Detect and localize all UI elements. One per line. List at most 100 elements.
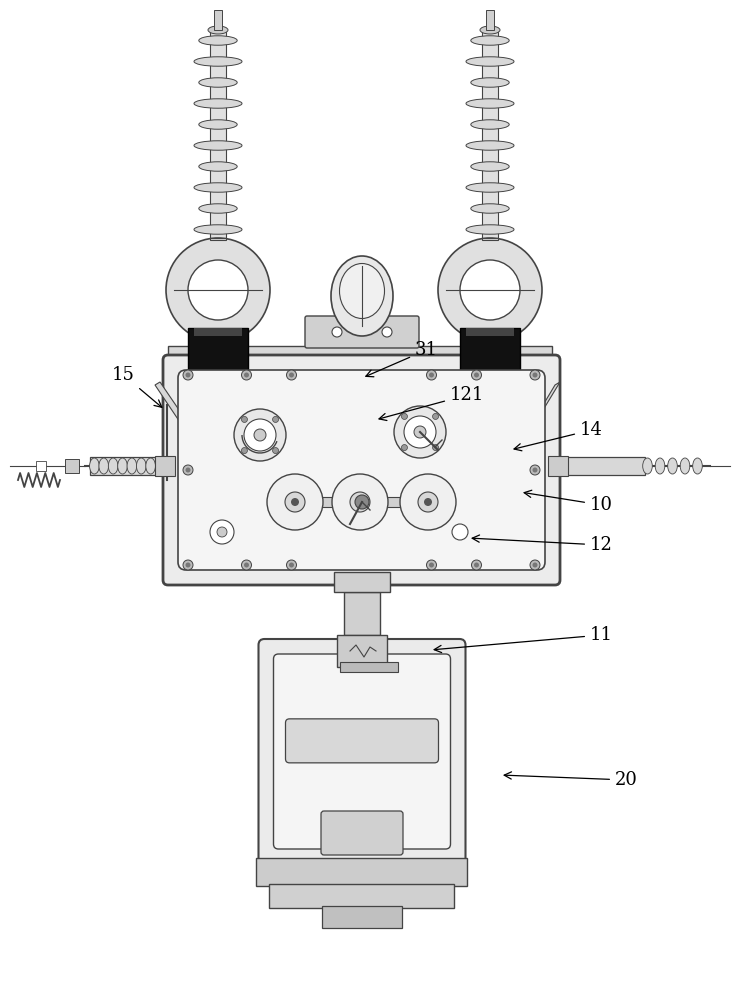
Ellipse shape [480, 26, 500, 34]
Ellipse shape [199, 36, 237, 45]
Bar [188, 328, 248, 370]
Circle shape [244, 419, 276, 451]
Bar [210, 30, 226, 240]
Circle shape [186, 562, 190, 568]
Circle shape [433, 413, 439, 419]
Circle shape [267, 474, 323, 530]
Text: 14: 14 [514, 421, 603, 451]
Ellipse shape [471, 204, 509, 213]
Text: 20: 20 [504, 771, 638, 789]
Circle shape [332, 327, 342, 337]
Bar [482, 30, 498, 240]
Circle shape [530, 370, 540, 380]
Text: 15: 15 [112, 366, 162, 407]
Circle shape [242, 560, 251, 570]
Circle shape [533, 372, 537, 377]
Text: 10: 10 [524, 490, 613, 514]
Ellipse shape [471, 36, 509, 45]
Circle shape [242, 416, 248, 422]
Ellipse shape [655, 458, 665, 474]
Text: 31: 31 [366, 341, 438, 377]
Bar [466, 328, 514, 336]
Ellipse shape [146, 458, 156, 474]
Ellipse shape [199, 204, 237, 213]
Ellipse shape [471, 162, 509, 171]
Circle shape [291, 498, 299, 506]
Circle shape [530, 465, 540, 475]
Bar [460, 328, 520, 370]
Circle shape [533, 562, 537, 568]
Ellipse shape [194, 225, 242, 234]
Circle shape [183, 560, 193, 570]
Circle shape [217, 527, 227, 537]
Ellipse shape [693, 458, 702, 474]
Circle shape [273, 416, 279, 422]
Bar [90, 457, 168, 475]
Circle shape [402, 413, 408, 419]
Circle shape [273, 448, 279, 454]
Circle shape [355, 495, 369, 509]
Circle shape [254, 429, 266, 441]
Circle shape [418, 492, 438, 512]
Bar [194, 328, 242, 336]
Circle shape [186, 468, 190, 473]
Ellipse shape [466, 57, 514, 66]
Circle shape [356, 498, 364, 506]
Bar [340, 662, 398, 672]
FancyBboxPatch shape [273, 654, 450, 849]
Ellipse shape [199, 162, 237, 171]
Circle shape [287, 560, 296, 570]
Ellipse shape [466, 183, 514, 192]
Bar [486, 10, 494, 30]
Bar [555, 457, 645, 475]
Ellipse shape [99, 458, 108, 474]
Ellipse shape [471, 120, 509, 129]
Ellipse shape [90, 458, 99, 474]
Ellipse shape [466, 141, 514, 150]
Bar [65, 459, 79, 473]
Ellipse shape [471, 78, 509, 87]
Circle shape [289, 372, 294, 377]
Circle shape [183, 465, 193, 475]
Circle shape [429, 372, 434, 377]
Circle shape [285, 492, 305, 512]
Circle shape [242, 448, 248, 454]
Circle shape [332, 474, 388, 530]
Circle shape [429, 562, 434, 568]
Circle shape [404, 416, 436, 448]
FancyBboxPatch shape [163, 355, 560, 585]
Circle shape [414, 426, 426, 438]
Ellipse shape [668, 458, 677, 474]
FancyBboxPatch shape [285, 719, 439, 763]
Circle shape [533, 468, 537, 473]
Bar [334, 572, 390, 592]
Circle shape [350, 492, 370, 512]
FancyBboxPatch shape [178, 370, 545, 570]
Circle shape [186, 372, 190, 377]
Ellipse shape [118, 458, 128, 474]
Circle shape [438, 238, 542, 342]
Circle shape [242, 370, 251, 380]
Ellipse shape [136, 458, 146, 474]
FancyBboxPatch shape [259, 639, 466, 864]
Ellipse shape [194, 141, 242, 150]
Circle shape [289, 562, 294, 568]
Circle shape [472, 560, 481, 570]
Polygon shape [515, 382, 560, 452]
Ellipse shape [199, 120, 237, 129]
Circle shape [474, 372, 479, 377]
Bar [210, 342, 226, 350]
Circle shape [402, 445, 408, 451]
Circle shape [210, 520, 234, 544]
Circle shape [244, 562, 249, 568]
Bar [337, 635, 387, 667]
Text: 12: 12 [472, 535, 613, 554]
Bar [322, 906, 402, 928]
Circle shape [452, 524, 468, 540]
Bar [548, 456, 568, 476]
Circle shape [472, 370, 481, 380]
Ellipse shape [108, 458, 118, 474]
Ellipse shape [208, 26, 228, 34]
Ellipse shape [331, 256, 393, 336]
Circle shape [474, 562, 479, 568]
